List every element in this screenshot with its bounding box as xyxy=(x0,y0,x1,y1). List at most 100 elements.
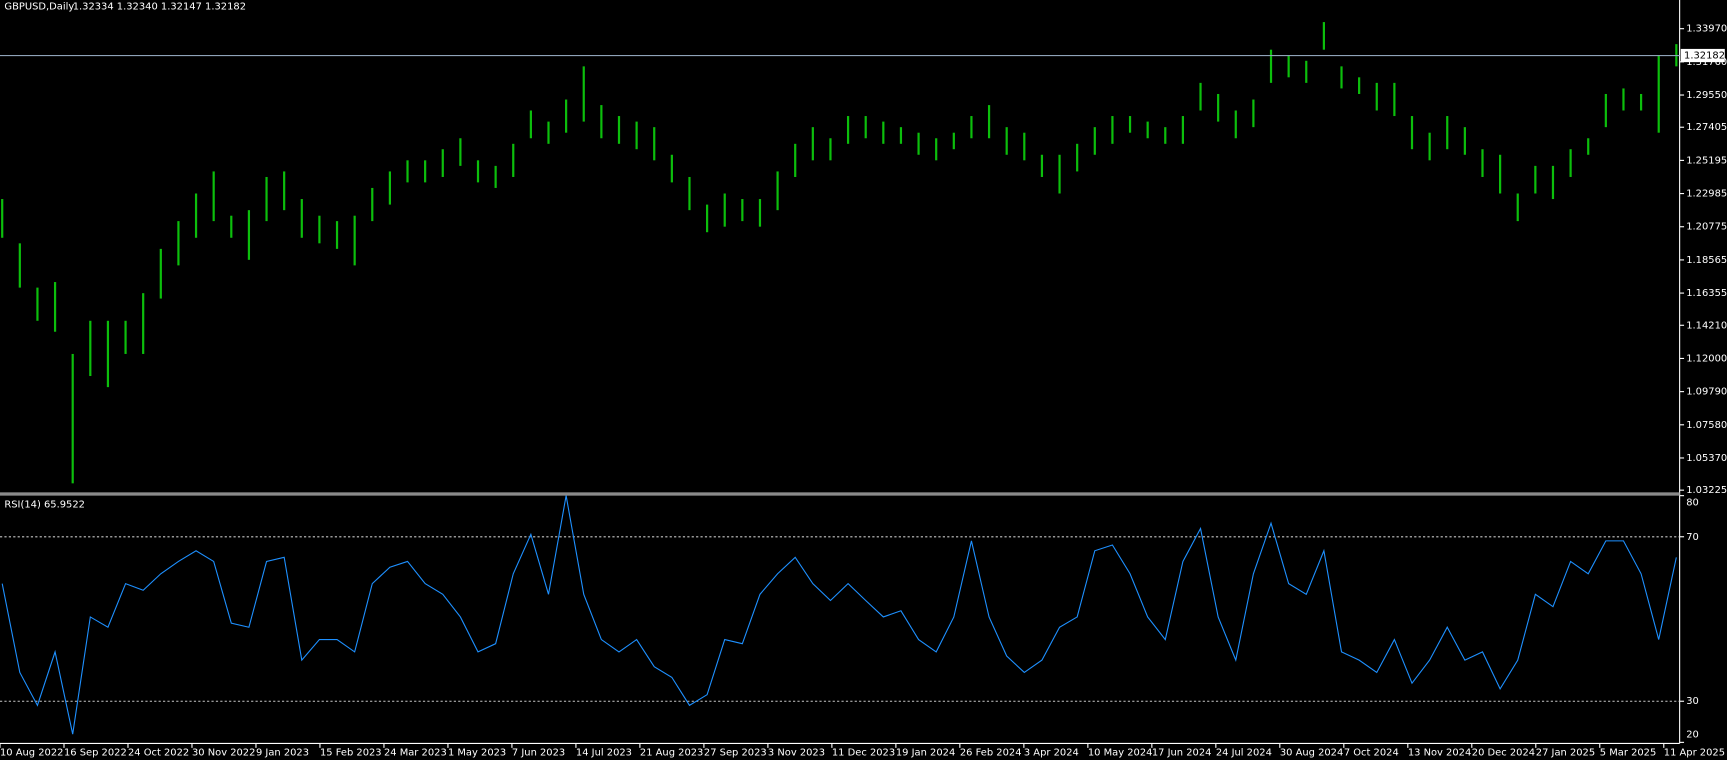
price-bar xyxy=(635,121,638,150)
price-bar xyxy=(1128,116,1132,133)
price-bar xyxy=(230,215,233,238)
price-bar xyxy=(194,193,198,238)
price-bar xyxy=(71,353,74,484)
price-bar xyxy=(89,320,92,377)
price-bar xyxy=(318,215,321,244)
price-bar xyxy=(1181,116,1185,144)
price-bar xyxy=(882,121,885,144)
price-bar xyxy=(1393,82,1396,117)
y-tick-label: 1.03225 xyxy=(1686,485,1727,496)
x-tick-label: 26 Feb 2024 xyxy=(960,747,1022,758)
x-tick-label: 10 May 2024 xyxy=(1088,747,1153,758)
price-bar xyxy=(617,116,621,144)
price-bar xyxy=(723,193,726,227)
x-tick-label: 3 Nov 2023 xyxy=(768,747,825,758)
x-tick-label: 24 Mar 2023 xyxy=(384,747,447,758)
price-bar xyxy=(1093,127,1096,155)
price-bar xyxy=(1234,110,1237,139)
x-tick-label: 15 Feb 2023 xyxy=(320,747,382,758)
price-bar xyxy=(18,243,21,288)
y-tick-label: 1.07580 xyxy=(1686,420,1727,431)
x-tick-label: 27 Jan 2025 xyxy=(1536,747,1595,758)
price-bar xyxy=(247,210,251,260)
y-tick-label: 1.31760 xyxy=(1686,57,1727,68)
price-bar xyxy=(1040,154,1044,177)
y-tick-label: 70 xyxy=(1686,532,1699,543)
price-bar xyxy=(952,132,955,150)
price-label-box xyxy=(1680,48,1725,63)
price-bar xyxy=(177,221,180,266)
y-tick-label: 1.33970 xyxy=(1686,24,1727,35)
price-bar xyxy=(1604,93,1607,128)
price-bar xyxy=(1,199,4,238)
x-tick-label: 30 Nov 2022 xyxy=(192,747,255,758)
price-bar xyxy=(582,66,585,122)
y-tick-label: 1.12000 xyxy=(1686,353,1727,364)
price-bar xyxy=(1340,66,1343,89)
x-tick-label: 7 Jun 2023 xyxy=(512,747,565,758)
price-bar xyxy=(1305,60,1308,83)
y-tick-label: 1.27405 xyxy=(1686,122,1727,133)
price-label: 1.32182 xyxy=(1684,51,1725,62)
y-tick-label: 1.25195 xyxy=(1686,155,1727,166)
price-bar xyxy=(1639,93,1643,111)
x-tick-label: 27 Sep 2023 xyxy=(704,747,767,758)
x-tick-label: 20 Dec 2024 xyxy=(1472,747,1535,758)
price-bar xyxy=(476,160,480,183)
price-bar xyxy=(864,116,867,139)
y-tick-label: 30 xyxy=(1686,696,1699,707)
x-tick-label: 9 Jan 2023 xyxy=(256,747,309,758)
x-tick-label: 14 Jul 2023 xyxy=(576,747,632,758)
x-tick-label: 24 Oct 2022 xyxy=(128,747,189,758)
y-tick-label: 80 xyxy=(1686,497,1699,508)
price-bar xyxy=(406,160,409,183)
x-tick-label: 3 Apr 2024 xyxy=(1024,747,1079,758)
y-tick-label: 20 xyxy=(1686,730,1699,741)
price-bar xyxy=(371,187,374,222)
x-tick-label: 7 Oct 2024 xyxy=(1344,747,1399,758)
price-bar xyxy=(811,127,814,161)
price-bar xyxy=(142,293,145,354)
price-bar xyxy=(1252,99,1255,128)
price-bar xyxy=(1657,55,1660,133)
price-bar xyxy=(794,143,797,177)
price-bar xyxy=(1111,116,1114,144)
price-bar xyxy=(1622,88,1625,111)
price-bar xyxy=(53,282,57,332)
price-bar xyxy=(1551,165,1555,200)
price-bar xyxy=(1023,132,1026,161)
price-bar xyxy=(212,171,215,222)
price-bar xyxy=(1164,127,1167,144)
y-tick-label: 1.05370 xyxy=(1686,453,1727,464)
x-tick-label: 13 Nov 2024 xyxy=(1408,747,1471,758)
price-bar xyxy=(1076,143,1079,172)
price-bar xyxy=(494,165,497,188)
y-tick-label: 1.16355 xyxy=(1686,288,1727,299)
x-tick-label: 21 Aug 2023 xyxy=(640,747,703,758)
price-bar xyxy=(1481,149,1484,177)
price-bar xyxy=(424,160,427,183)
price-bar xyxy=(36,287,39,321)
price-bar xyxy=(1534,165,1537,194)
price-bar xyxy=(300,199,303,238)
x-tick-label: 30 Aug 2024 xyxy=(1280,747,1343,758)
price-bar xyxy=(705,204,709,233)
price-bar xyxy=(987,105,991,139)
price-bar xyxy=(741,199,744,222)
y-tick-label: 1.22985 xyxy=(1686,189,1727,200)
rsi-line xyxy=(1,495,1677,735)
price-bar xyxy=(1322,22,1325,50)
price-bar xyxy=(1410,116,1414,150)
y-tick-label: 1.14210 xyxy=(1686,320,1727,331)
price-bar xyxy=(124,320,127,354)
price-bar xyxy=(1569,149,1572,177)
price-bar xyxy=(1358,77,1361,94)
price-bar xyxy=(917,132,920,155)
y-tick-label: 1.29550 xyxy=(1686,90,1727,101)
price-bar xyxy=(758,199,762,227)
price-bar xyxy=(106,320,110,388)
price-bar xyxy=(388,171,391,205)
